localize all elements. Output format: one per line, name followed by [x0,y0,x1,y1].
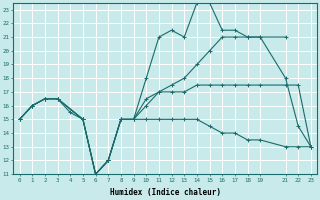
X-axis label: Humidex (Indice chaleur): Humidex (Indice chaleur) [110,188,221,197]
